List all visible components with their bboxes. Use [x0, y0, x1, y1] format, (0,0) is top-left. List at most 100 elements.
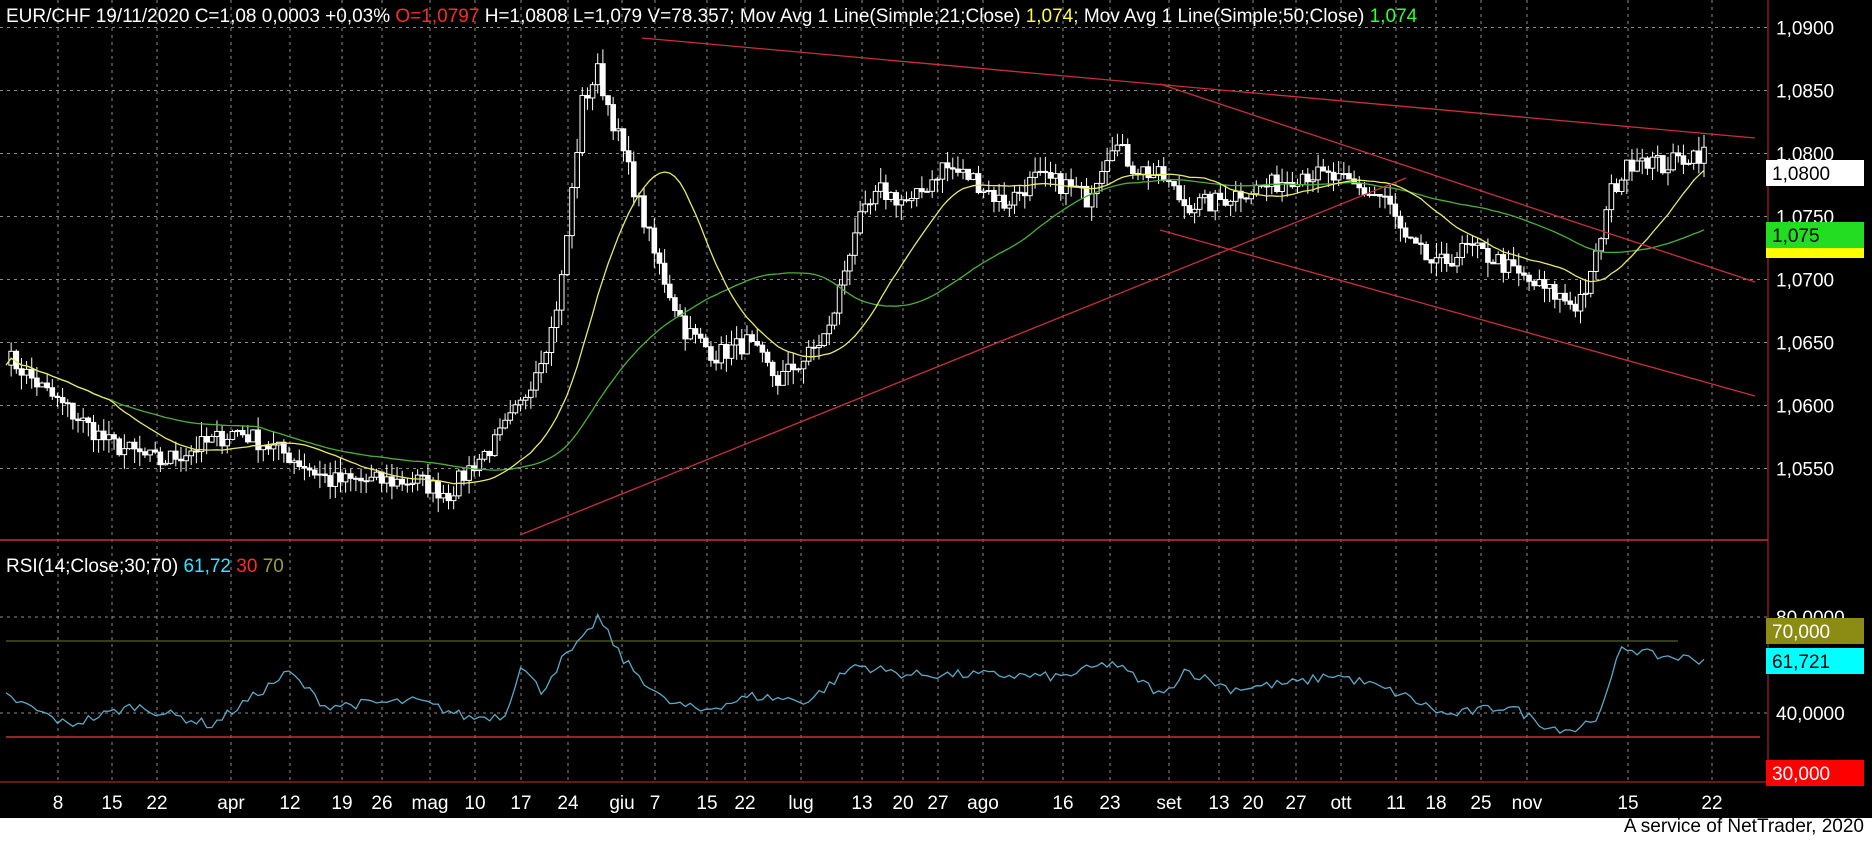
candle-body — [1572, 303, 1579, 312]
candle-body — [1588, 270, 1594, 294]
candle-body — [476, 458, 483, 472]
candle-body — [430, 480, 436, 494]
candle-body — [682, 315, 689, 340]
candle-body — [1459, 242, 1465, 258]
candle-body — [265, 445, 272, 450]
candle-body — [347, 473, 354, 479]
candle-body — [445, 492, 452, 502]
candle-body — [1418, 242, 1424, 245]
candle-body — [1515, 265, 1522, 274]
candle-body — [373, 471, 380, 478]
x-tick-label: 26 — [371, 793, 392, 814]
candle-body — [867, 203, 874, 206]
trendline — [1159, 229, 1756, 397]
candle-body — [419, 474, 426, 477]
candle-body — [584, 94, 591, 99]
y-tick-label: 1,0900 — [1776, 19, 1834, 40]
x-tick-label: 22 — [1701, 793, 1722, 814]
candle-body — [80, 417, 86, 422]
candle-body — [1413, 237, 1419, 244]
candle-body — [1608, 183, 1615, 211]
candle-body — [985, 189, 992, 192]
candle-body — [913, 188, 920, 199]
candle-body — [805, 346, 812, 362]
candle-body — [1320, 166, 1327, 172]
x-tick-label: ott — [1330, 793, 1352, 814]
candle-body — [440, 492, 447, 499]
candles — [8, 49, 1707, 513]
x-tick-label: 22 — [734, 793, 755, 814]
candle-body — [728, 344, 735, 359]
candle-body — [126, 441, 133, 450]
candle-body — [327, 475, 333, 487]
rsi70-label-text: 70,000 — [1772, 622, 1830, 643]
candle-body — [517, 399, 524, 406]
x-tick-label: 13 — [1208, 793, 1229, 814]
candle-body — [95, 430, 102, 441]
x-tick-label: 8 — [53, 793, 64, 814]
candle-body — [630, 161, 637, 198]
candle-body — [183, 455, 189, 462]
candle-body — [1361, 187, 1368, 195]
candle-body — [1696, 150, 1702, 164]
x-tick-label: lug — [788, 793, 813, 814]
candle-body — [1284, 181, 1291, 184]
candle-body — [903, 199, 910, 202]
candle-body — [1546, 284, 1553, 289]
candle-body — [281, 441, 287, 454]
candle-body — [198, 436, 205, 453]
x-tick-label: nov — [1512, 793, 1543, 814]
candle-body — [466, 465, 472, 481]
candle-body — [528, 389, 534, 398]
candle-body — [394, 478, 400, 487]
x-tick-label: 23 — [1099, 793, 1120, 814]
candle-body — [1099, 170, 1105, 184]
candle-body — [1382, 195, 1388, 198]
candle-body — [641, 195, 647, 228]
candle-body — [980, 190, 987, 193]
candle-body — [1562, 292, 1568, 302]
last-price-box — [1766, 160, 1864, 186]
candle-body — [342, 473, 349, 483]
candle-body — [569, 187, 575, 237]
candle-body — [831, 312, 838, 326]
candle-body — [1109, 150, 1116, 162]
candle-body — [697, 333, 704, 339]
candle-body — [780, 370, 786, 386]
candle-body — [1119, 144, 1126, 147]
candle-body — [1665, 169, 1671, 174]
candle-body — [965, 168, 972, 180]
candle-body — [991, 189, 997, 203]
candle-body — [1490, 261, 1496, 265]
candle-body — [893, 192, 899, 206]
candle-body — [543, 352, 550, 365]
rsi-last-text: 61,721 — [1772, 652, 1830, 673]
x-tick-label: 22 — [146, 793, 167, 814]
candle-body — [409, 482, 416, 485]
y-tick-label: 1,0550 — [1776, 459, 1834, 480]
x-tick-label: 24 — [557, 793, 579, 814]
ma21-label: Mov Avg 1 Line(Simple;21;Close) — [739, 6, 1021, 27]
candle-body — [672, 297, 678, 312]
candle-body — [1181, 199, 1188, 207]
ma21-value-box — [1766, 248, 1864, 258]
candle-body — [1449, 262, 1455, 267]
candle-body — [1639, 157, 1646, 162]
price-header: EUR/CHF 19/11/2020 C=1,08 0,0003 +0,03% … — [6, 6, 1417, 28]
x-tick-label: 15 — [101, 793, 122, 814]
candle-body — [841, 270, 848, 286]
candle-body — [836, 284, 843, 314]
candle-body — [178, 458, 184, 462]
candle-body — [234, 429, 241, 433]
candle-body — [1202, 193, 1208, 199]
x-tick-label: giu — [609, 793, 634, 814]
candle-body — [1310, 179, 1316, 183]
candle-body — [1006, 204, 1013, 209]
candle-body — [1557, 292, 1563, 300]
rsi-value: 61,72 — [183, 556, 231, 577]
candle-body — [219, 430, 225, 447]
candle-body — [229, 431, 236, 440]
candle-body — [1654, 155, 1661, 158]
